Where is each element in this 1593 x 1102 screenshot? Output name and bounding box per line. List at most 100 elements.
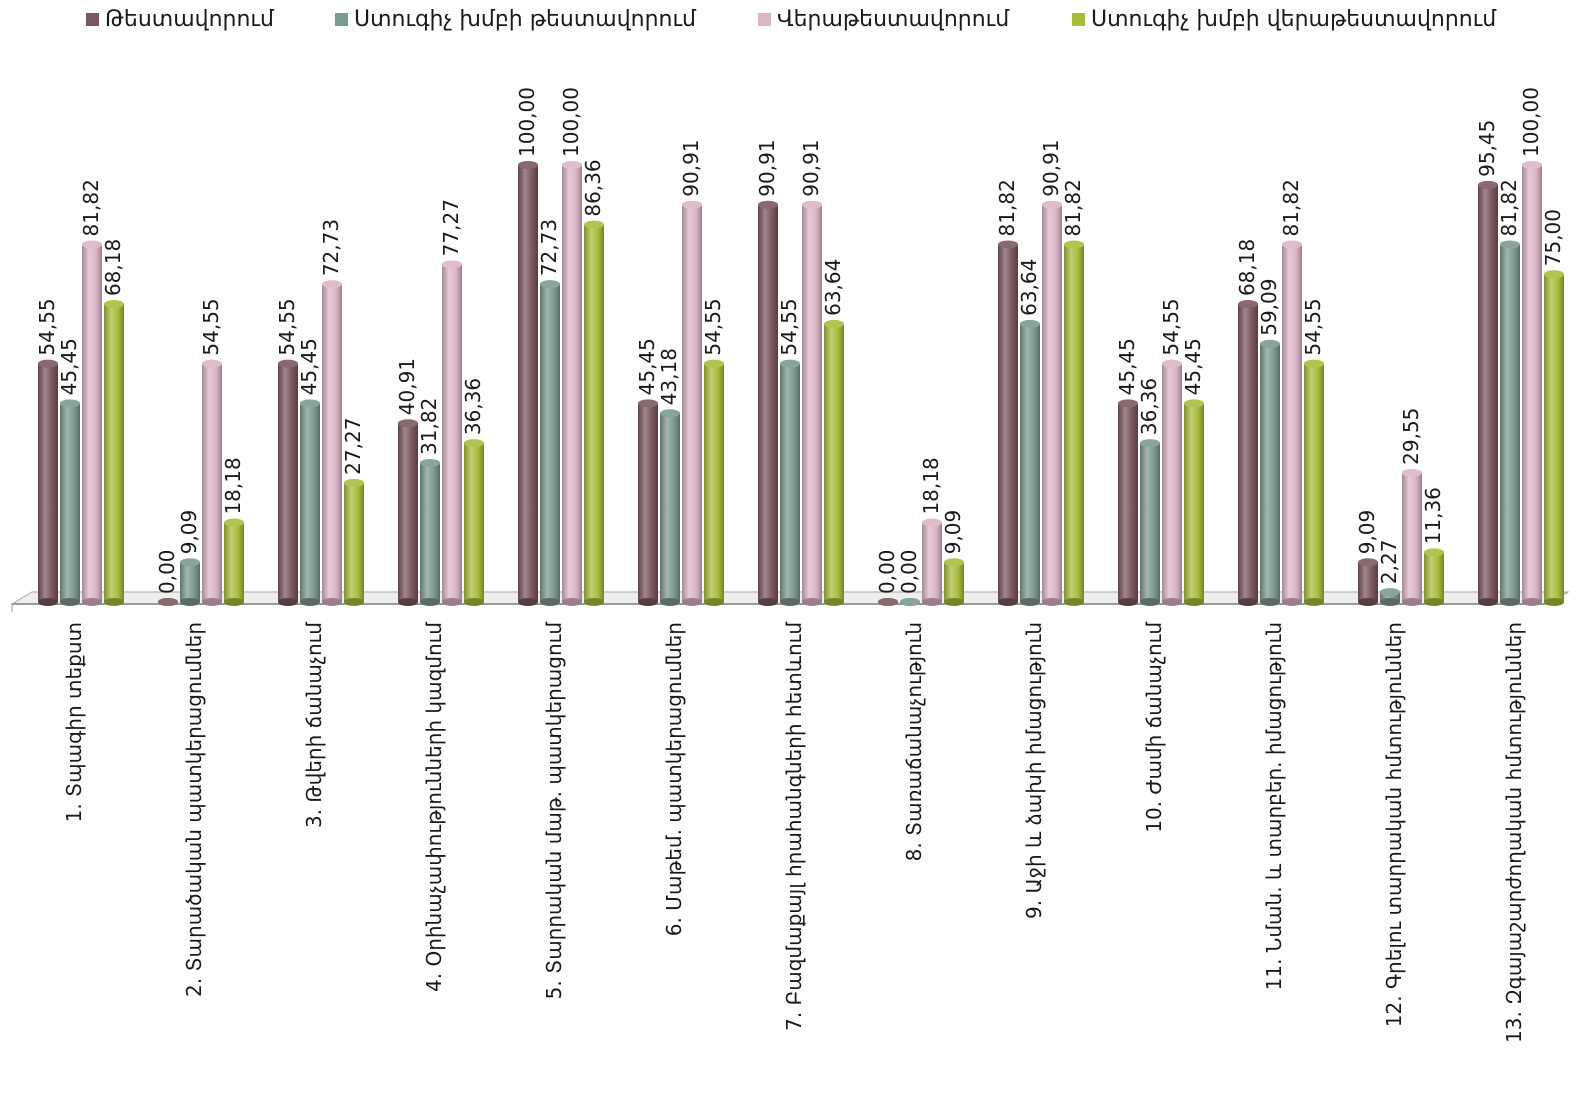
bar [60, 403, 80, 602]
data-label: 100,00 [559, 87, 583, 157]
bar-cap [180, 558, 200, 567]
data-label: 75,00 [1541, 209, 1565, 266]
bar [1162, 363, 1182, 602]
bar-cap [1358, 558, 1378, 567]
bar-cap [1304, 359, 1324, 368]
bar-cap [420, 458, 440, 467]
bar-cap [922, 518, 942, 527]
bar-cap [1184, 399, 1204, 408]
data-label: 81,82 [1497, 179, 1521, 236]
data-label: 54,55 [1301, 298, 1325, 355]
data-label: 27,27 [341, 418, 365, 475]
data-label: 81,82 [79, 179, 103, 236]
bar-base [1118, 598, 1138, 606]
bar [1304, 363, 1324, 602]
bar-base [922, 598, 942, 606]
bar-base [1478, 598, 1498, 606]
bar-base [1544, 598, 1564, 606]
bar-base [998, 598, 1018, 606]
bar-base [1042, 598, 1062, 606]
bar-base [1140, 598, 1160, 606]
data-label: 18,18 [919, 457, 943, 514]
data-label: 63,64 [821, 259, 845, 316]
bar-cap [38, 359, 58, 368]
bar [998, 244, 1018, 602]
category-label: 12. Գրելու տարրական հմտություններ [1382, 622, 1406, 1027]
bar-cap [442, 260, 462, 269]
category-label: 8. Տառաճանաչություն [902, 622, 926, 861]
bar-cap [300, 399, 320, 408]
bar-cap [1162, 359, 1182, 368]
data-label: 90,91 [679, 139, 703, 196]
bar-base [344, 598, 364, 606]
bar-cap [1020, 319, 1040, 328]
bar-cap [1282, 240, 1302, 249]
bar-base [562, 598, 582, 606]
bar-base [1402, 598, 1422, 606]
data-label: 90,91 [799, 139, 823, 196]
data-label: 0,00 [155, 549, 179, 594]
legend: Թեստավորում Ստուգիչ խմբի թեստավորում Վեր… [0, 2, 1593, 36]
bar [660, 413, 680, 602]
legend-item: Թեստավորում [86, 2, 274, 36]
bar [518, 165, 538, 602]
bar [398, 423, 418, 602]
bar-cap [638, 399, 658, 408]
bar [1282, 244, 1302, 602]
legend-label: Թեստավորում [105, 6, 274, 32]
bar [1380, 592, 1400, 602]
bar [300, 403, 320, 602]
bar-base [824, 598, 844, 606]
bar-cap [1424, 548, 1444, 557]
bar-base [224, 598, 244, 606]
bar [1140, 443, 1160, 602]
category-label: 1. Տպագիր տեքստ [62, 622, 86, 822]
data-label: 100,00 [1519, 87, 1543, 157]
bar-cap [398, 419, 418, 428]
data-label: 45,45 [1181, 338, 1205, 395]
data-label: 9,09 [177, 510, 201, 555]
data-label: 2,27 [1377, 540, 1401, 585]
bar [420, 462, 440, 602]
data-label: 95,45 [1475, 120, 1499, 177]
bar-base [322, 598, 342, 606]
bar-base [1380, 598, 1400, 606]
data-label: 68,18 [101, 239, 125, 296]
data-label: 68,18 [1235, 239, 1259, 296]
bar-cap [540, 280, 560, 289]
data-label: 40,91 [395, 358, 419, 415]
bar-base [1358, 598, 1378, 606]
bar [540, 284, 560, 602]
bar-base [300, 598, 320, 606]
data-label: 29,55 [1399, 408, 1423, 465]
bar [1238, 304, 1258, 602]
bar-base [660, 598, 680, 606]
bar-base [398, 598, 418, 606]
bar-base [464, 598, 484, 606]
data-label: 81,82 [995, 179, 1019, 236]
bar-cap [802, 200, 822, 209]
bar-base [584, 598, 604, 606]
bar [278, 363, 298, 602]
bar [1500, 244, 1520, 602]
bar-cap [562, 161, 582, 169]
bar-base [82, 598, 102, 606]
bar [1064, 244, 1084, 602]
bar-base [758, 598, 778, 606]
data-label: 54,55 [35, 298, 59, 355]
bar-base [1282, 598, 1302, 606]
bar [1260, 343, 1280, 602]
bar-base [1304, 598, 1324, 606]
data-label: 45,45 [297, 338, 321, 395]
bar [464, 443, 484, 602]
bar-base [780, 598, 800, 606]
bar-cap [518, 161, 538, 169]
bar-cap [1118, 399, 1138, 408]
bar-base [682, 598, 702, 606]
category-label: 7. Բազմաքայլ հրահանգների հետևում [782, 622, 806, 1031]
bar [322, 284, 342, 602]
bar-cap [682, 200, 702, 209]
data-label: 72,73 [319, 219, 343, 276]
category-label: 2. Տարածական պատկերացումներ [182, 622, 206, 997]
